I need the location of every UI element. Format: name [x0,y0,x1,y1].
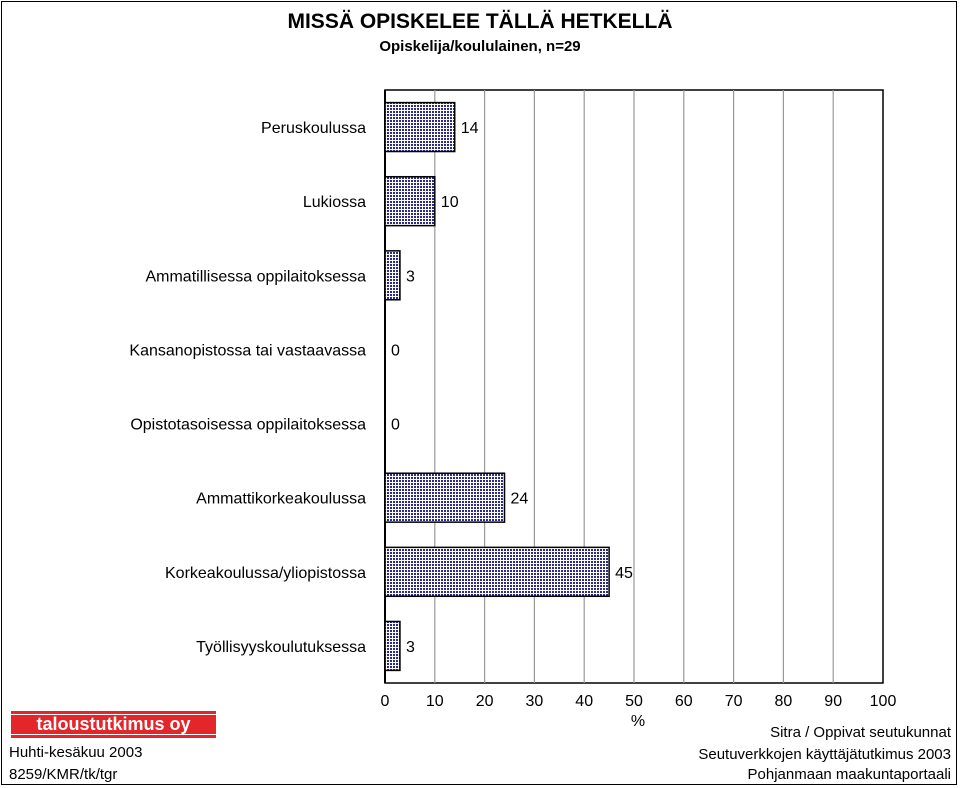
bar-value-label: 45 [615,565,633,582]
x-tick-label: 60 [675,693,693,710]
category-label: Ammatillisessa oppilaitoksessa [145,268,366,285]
x-tick-label: 90 [824,693,842,710]
bar [384,250,401,301]
x-tick-label: 50 [625,693,643,710]
x-tick-label: 20 [476,693,494,710]
x-tick-label: 80 [775,693,793,710]
x-tick-label: 10 [426,693,444,710]
x-axis-label: % [631,713,645,730]
category-label: Opistotasoisessa oppilaitoksessa [130,417,366,434]
taloustutkimus-logo: taloustutkimus oy [11,711,216,738]
bar-value-label: 24 [511,491,529,508]
x-tick-label: 30 [526,693,544,710]
footer-reference: 8259/KMR/tk/tgr [9,766,118,783]
bar [384,101,456,153]
x-tick-label: 100 [870,693,897,710]
chart-subtitle: Opiskelija/koululainen, n=29 [379,38,581,55]
x-tick-label: 70 [725,693,743,710]
footer-study: Seutuverkkojen käyttäjätutkimus 2003 [698,746,951,763]
x-tick-label: 40 [575,693,593,710]
category-label: Korkeakoulussa/yliopistossa [165,565,366,582]
footer-client: Sitra / Oppivat seutukunnat [770,724,951,741]
footer-date: Huhti-kesäkuu 2003 [9,744,143,761]
footer-region: Pohjanmaan maakuntaportaali [747,766,951,783]
category-label: Ammattikorkeakoulussa [196,491,366,508]
bar-value-label: 0 [391,342,400,359]
category-label: Kansanopistossa tai vastaavassa [129,342,366,359]
chart-title: MISSÄ OPISKELEE TÄLLÄ HETKELLÄ [287,10,673,33]
category-label: Työllisyyskoulutuksessa [196,639,366,656]
bar-value-label: 14 [461,120,479,137]
bar-value-label: 0 [391,417,400,434]
bar [384,472,506,523]
x-tick-label: 0 [381,693,390,710]
bar-value-label: 10 [441,194,459,211]
category-label: Peruskoulussa [261,120,366,137]
bar-value-label: 3 [406,639,415,656]
bar [384,175,436,227]
bar [384,620,401,672]
bar-value-label: 3 [406,268,415,285]
category-label: Lukiossa [303,194,366,211]
bar [384,546,610,598]
